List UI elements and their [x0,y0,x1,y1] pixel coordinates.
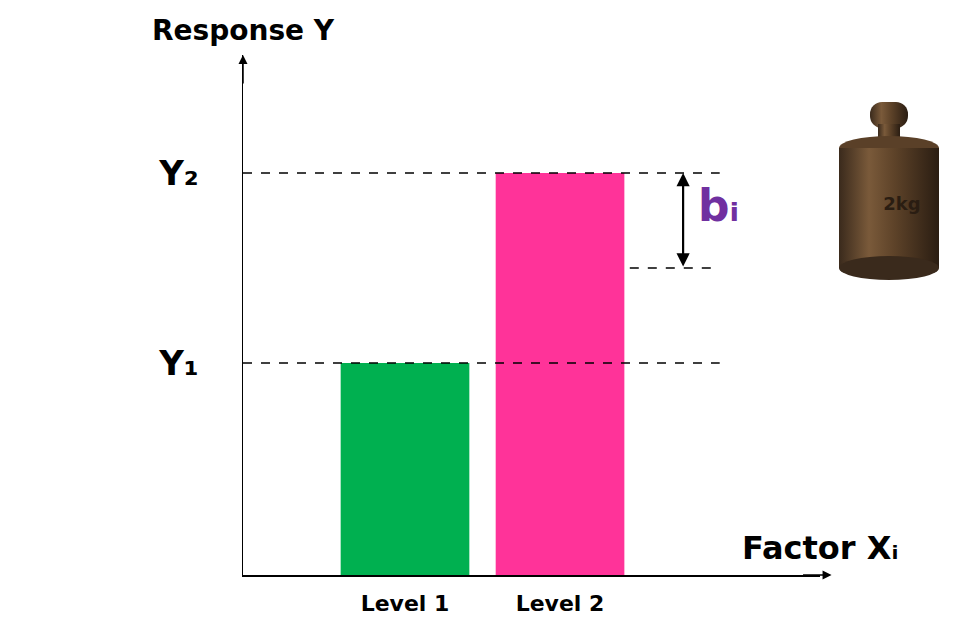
svg-text:Y₂: Y₂ [158,153,199,193]
svg-text:Level 2: Level 2 [516,591,605,616]
svg-text:Factor Xᵢ: Factor Xᵢ [742,529,898,567]
svg-text:2kg: 2kg [883,193,920,214]
svg-text:Response Y: Response Y [152,14,335,47]
svg-text:Level 1: Level 1 [361,591,450,616]
svg-text:bᵢ: bᵢ [698,180,739,231]
svg-text:Y₁: Y₁ [158,343,199,383]
